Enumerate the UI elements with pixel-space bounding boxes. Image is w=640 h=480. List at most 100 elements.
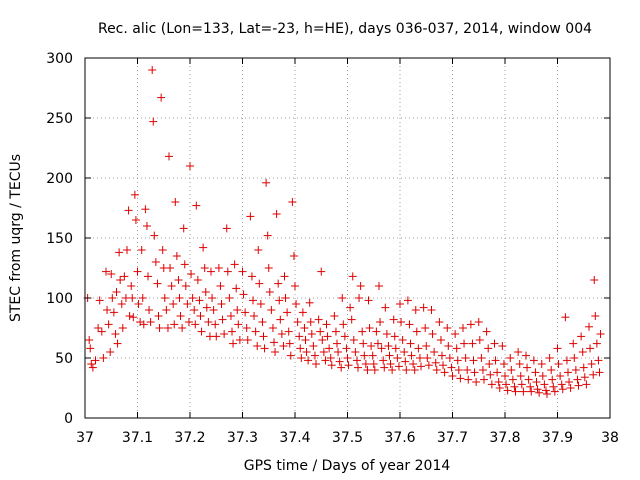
x-tick-labels: 37 37.1 37.2 37.3 37.4 37.5 37.6 37.7 37.8 37.9 38 [76, 430, 619, 446]
data-point [400, 348, 409, 356]
data-point [359, 339, 368, 348]
data-point [280, 272, 289, 281]
data-point [511, 387, 520, 396]
data-point [373, 339, 382, 348]
data-point [365, 324, 374, 332]
data-point [87, 360, 96, 368]
data-point [218, 315, 227, 324]
data-point [338, 294, 347, 302]
data-point [158, 246, 167, 254]
data-point [364, 296, 373, 305]
y-tick-label: 300 [46, 51, 73, 67]
data-point [153, 279, 162, 288]
data-point [510, 382, 519, 391]
data-point [384, 342, 393, 350]
data-point [160, 294, 169, 302]
data-point [225, 294, 234, 302]
data-point [325, 344, 334, 353]
x-tick-label: 37.4 [279, 430, 310, 446]
data-point [498, 342, 507, 350]
data-point [211, 320, 220, 329]
data-point [431, 358, 440, 367]
data-point [554, 360, 563, 368]
data-point [254, 246, 263, 254]
data-point [267, 306, 276, 314]
data-point [344, 361, 353, 370]
data-point [238, 267, 247, 276]
data-point [202, 303, 211, 312]
data-point [232, 284, 241, 293]
data-point [179, 224, 188, 233]
data-point [146, 318, 155, 326]
data-point [208, 294, 217, 302]
y-tick-label: 50 [55, 351, 73, 367]
data-point [302, 348, 311, 356]
data-point [430, 348, 439, 356]
data-point [508, 375, 517, 384]
data-point [386, 360, 395, 368]
data-point [283, 308, 292, 317]
data-point [389, 315, 398, 324]
data-point [514, 348, 523, 356]
data-point [133, 267, 142, 276]
data-point [230, 260, 239, 269]
data-point [183, 300, 192, 308]
data-point [506, 354, 515, 362]
data-point [86, 344, 95, 353]
data-point [466, 320, 475, 329]
data-point [548, 375, 557, 384]
data-point [570, 354, 579, 362]
data-point [533, 385, 542, 394]
data-point [474, 318, 483, 326]
data-point [491, 356, 500, 365]
data-point [543, 390, 551, 398]
data-point [490, 339, 499, 348]
data-point [149, 117, 158, 126]
data-point [310, 351, 319, 360]
data-point [260, 344, 269, 353]
data-point [175, 294, 184, 302]
data-point [422, 342, 431, 350]
data-point [342, 344, 351, 353]
data-point [131, 216, 140, 224]
data-point [435, 318, 444, 326]
data-point [239, 290, 248, 299]
data-point [424, 361, 433, 370]
data-point [306, 318, 315, 326]
data-point [322, 320, 331, 329]
data-point [573, 375, 582, 384]
data-point [553, 344, 562, 353]
data-point [209, 306, 218, 314]
data-point [130, 190, 139, 199]
data-point [94, 324, 103, 332]
data-point [566, 384, 575, 392]
data-point [409, 360, 418, 368]
data-point [432, 366, 441, 374]
data-point [439, 361, 448, 370]
data-point [478, 366, 487, 374]
data-point [596, 330, 605, 338]
data-point [519, 387, 528, 396]
y-tick-label: 100 [46, 291, 73, 307]
data-point [475, 336, 484, 344]
data-point [589, 370, 598, 379]
data-point [540, 380, 549, 389]
data-point [545, 354, 554, 362]
data-point [515, 360, 524, 368]
data-point [201, 288, 210, 296]
data-point [592, 339, 601, 348]
data-point [300, 324, 309, 332]
data-point [417, 362, 425, 371]
data-point [428, 330, 437, 338]
data-point [445, 354, 454, 362]
data-point [405, 320, 414, 329]
data-point [340, 332, 349, 341]
data-point [171, 198, 180, 206]
data-point [444, 342, 453, 350]
data-point [382, 330, 391, 338]
data-point [118, 324, 127, 332]
data-point [193, 276, 202, 284]
data-point [470, 368, 479, 377]
